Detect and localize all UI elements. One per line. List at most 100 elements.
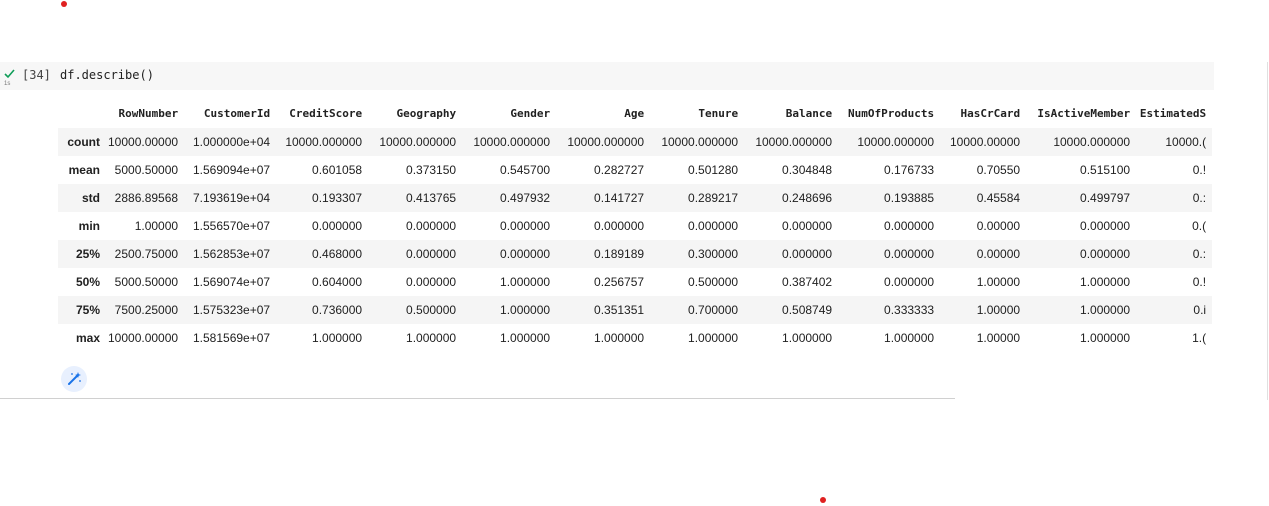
table-cell: 10000.00000	[108, 331, 179, 345]
table-cell: 0.248696	[782, 191, 833, 205]
table-cell: 0.515100	[1080, 163, 1131, 177]
table-cell: 0.000000	[1080, 219, 1131, 233]
scroll-edge	[1267, 62, 1268, 400]
table-row: mean 5000.50000 1.569094e+07 0.601058 0.3731…	[58, 156, 1212, 184]
table-cell: 0.000000	[782, 247, 833, 261]
table-row: std 2886.89568 7.193619e+04 0.193307 0.41376…	[58, 184, 1213, 212]
column-header: Balance	[785, 106, 833, 120]
table-cell: 0.700000	[688, 303, 739, 317]
table-cell: 7500.25000	[114, 303, 179, 317]
column-header: EstimatedS	[1139, 106, 1207, 120]
table-cell: 0.176733	[884, 163, 935, 177]
table-cell: 1.000000	[1080, 275, 1131, 289]
table-row: count 10000.00000 1.000000e+04 10000.000000…	[58, 128, 1213, 156]
column-header: Geography	[396, 106, 457, 120]
table-cell: 1.000000	[1080, 303, 1131, 317]
table-cell: 10000.00000	[108, 135, 179, 149]
table-cell: 0.508749	[782, 303, 833, 317]
table-cell: 0.601058	[312, 163, 363, 177]
column-header: Tenure	[698, 106, 739, 120]
table-cell: 2500.75000	[114, 247, 179, 261]
column-header: Age	[624, 106, 645, 120]
table-cell: 10000.000000	[473, 135, 551, 149]
row-label: 25%	[75, 247, 100, 261]
table-cell: 10000.000000	[857, 135, 935, 149]
table-row: max 10000.00000 1.581569e+07 1.000000 1.0000…	[58, 324, 1212, 352]
table-cell: 0.000000	[594, 219, 645, 233]
table-cell: 0.282727	[594, 163, 645, 177]
check-icon: 1s	[4, 69, 15, 87]
magic-wand-button[interactable]	[61, 366, 87, 392]
table-cell: 0.000000	[884, 247, 935, 261]
table-row: 75% 7500.25000 1.575323e+07 0.736000 0.50000…	[58, 296, 1213, 324]
table-cell: 1.000000	[500, 275, 551, 289]
table-cell: 0.000000	[884, 275, 935, 289]
table-cell: 0.(	[1192, 219, 1207, 233]
table-row: 50% 5000.50000 1.569074e+07 0.604000 0.00000…	[58, 268, 1212, 296]
table-cell: 0.468000	[312, 247, 363, 261]
table-cell: 10000.000000	[379, 135, 457, 149]
table-cell: 2886.89568	[114, 191, 179, 205]
table-cell: 0.000000	[688, 219, 739, 233]
table-cell: 1.000000	[782, 331, 833, 345]
table-cell: 0.413765	[406, 191, 457, 205]
table-cell: 0.499797	[1080, 191, 1131, 205]
table-cell: 0.333333	[884, 303, 935, 317]
table-cell: 10000.000000	[661, 135, 739, 149]
table-cell: 10000.000000	[285, 135, 363, 149]
table-cell: 10000.00000	[950, 135, 1021, 149]
table-cell: 1.000000	[312, 331, 363, 345]
table-cell: 0.497932	[500, 191, 551, 205]
table-cell: 1.556570e+07	[192, 219, 271, 233]
table-cell: 0.000000	[406, 219, 457, 233]
row-label: 50%	[75, 275, 100, 289]
table-cell: 0.736000	[312, 303, 363, 317]
table-cell: 0.:	[1192, 191, 1207, 205]
table-cell: 1.000000	[1080, 331, 1131, 345]
table-cell: 1.000000	[884, 331, 935, 345]
table-cell: 0.!	[1192, 275, 1207, 289]
table-cell: 0.189189	[594, 247, 645, 261]
table-cell: 1.000000e+04	[192, 135, 271, 149]
table-cell: 1.000000	[500, 303, 551, 317]
column-header: RowNumber	[118, 106, 179, 120]
table-cell: 5000.50000	[114, 275, 179, 289]
table-cell: 0.141727	[594, 191, 645, 205]
table-cell: 1.562853e+07	[192, 247, 271, 261]
table-cell: 1.569094e+07	[192, 163, 271, 177]
column-header: IsActiveMember	[1037, 106, 1131, 120]
table-cell: 0.!	[1192, 163, 1207, 177]
cell-output: RowNumber CustomerId CreditScore Geography G…	[58, 98, 1214, 356]
cell-divider	[0, 398, 955, 399]
column-header: HasCrCard	[960, 106, 1021, 120]
code-cell-input[interactable]	[0, 62, 1214, 90]
table-cell: 0.300000	[688, 247, 739, 261]
table-cell: 0.000000	[406, 247, 457, 261]
column-header: NumOfProducts	[847, 106, 935, 120]
table-cell: 1.000000	[500, 331, 551, 345]
table-cell: 1.00000	[976, 303, 1021, 317]
table-cell: 0.289217	[688, 191, 739, 205]
table-cell: 0.000000	[406, 275, 457, 289]
table-cell: 7.193619e+04	[192, 191, 271, 205]
table-cell: 0.500000	[688, 275, 739, 289]
table-row: 25% 2500.75000 1.562853e+07 0.468000 0.00000…	[58, 240, 1213, 268]
row-label: max	[75, 331, 100, 345]
table-cell: 0.000000	[782, 219, 833, 233]
table-cell: 1.575323e+07	[192, 303, 271, 317]
svg-text:1s: 1s	[4, 81, 10, 87]
table-cell: 0.:	[1192, 247, 1207, 261]
row-label: mean	[68, 163, 100, 177]
code-text[interactable]: df.describe()	[60, 68, 154, 82]
index-header	[58, 98, 108, 128]
execution-status: 1s	[3, 68, 17, 88]
table-cell: 0.00000	[976, 219, 1021, 233]
execution-count: [34]	[22, 68, 51, 82]
row-label: count	[67, 135, 100, 149]
table-cell: 1.00000	[976, 275, 1021, 289]
table-cell: 1.581569e+07	[192, 331, 271, 345]
table-cell: 1.000000	[594, 331, 645, 345]
table-cell: 1.000000	[406, 331, 457, 345]
table-cell: 0.545700	[500, 163, 551, 177]
table-cell: 10000.(	[1165, 135, 1207, 149]
